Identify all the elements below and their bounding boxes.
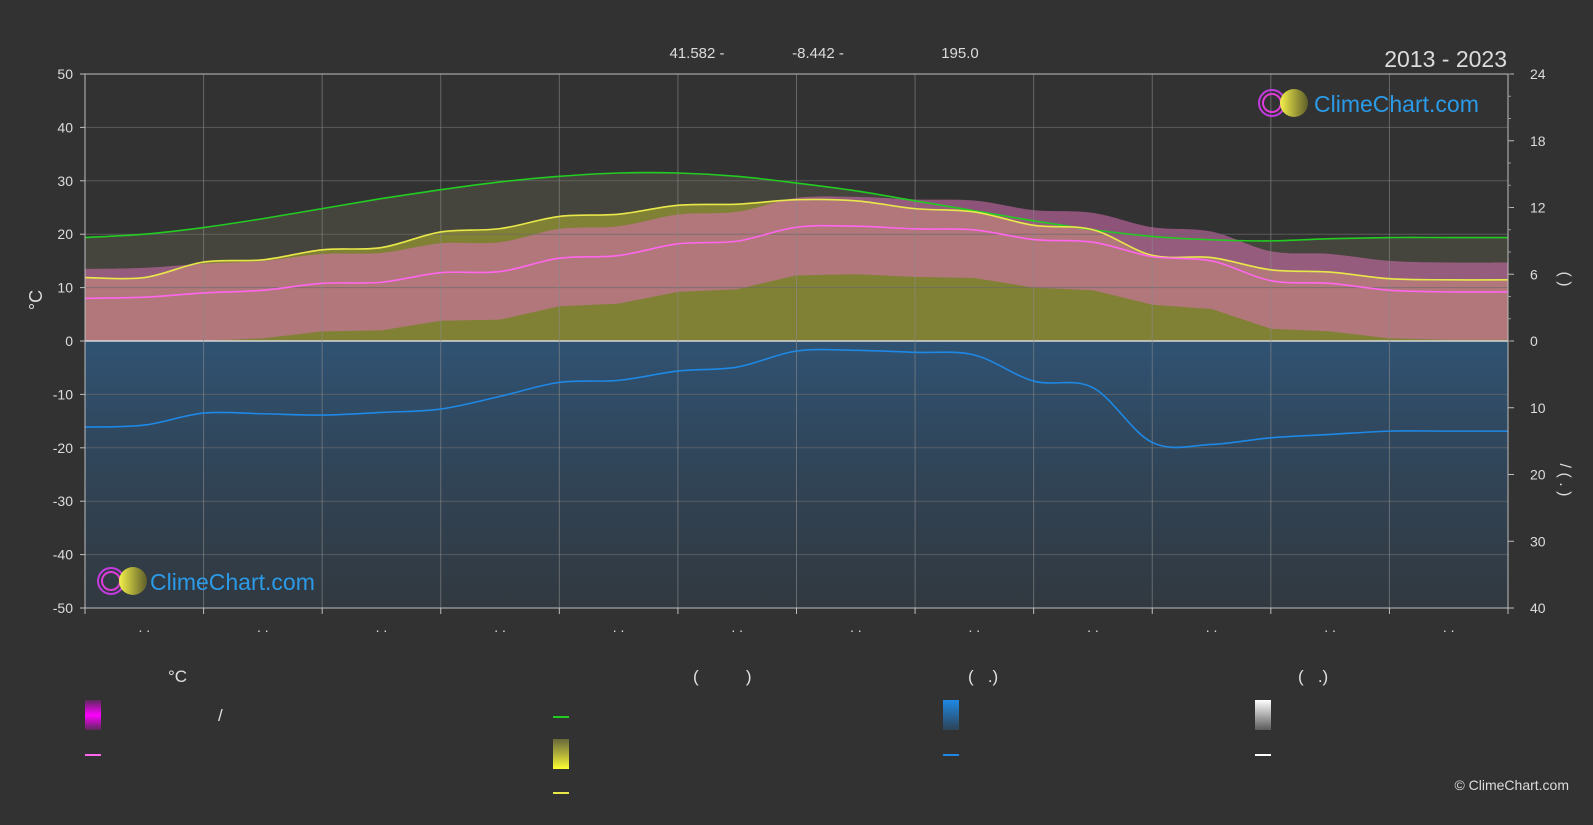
axes: 50 40 30 20 10 0 -10 -20 -30 -40 -50 24 18 12 6 0 10 20 30… — [53, 66, 1546, 635]
legend-snow-header: ( .) — [1298, 667, 1328, 686]
legend-snow-line-swatch — [1255, 754, 1271, 756]
temp_mean-line — [85, 224, 1508, 300]
legend-daylight-swatch — [553, 716, 569, 718]
legend-snow-band-swatch — [1255, 700, 1271, 730]
x-tick-label: . . — [494, 619, 506, 635]
y-right-top-tick-label: 18 — [1530, 133, 1546, 149]
x-tick-label: . . — [376, 619, 388, 635]
logo-bottom-text: ClimeChart.com — [150, 569, 315, 595]
series-lines — [85, 171, 1508, 449]
legend-temp-header: °C — [168, 667, 187, 686]
logo-sun-icon — [1280, 89, 1308, 117]
legend-temp-mean-swatch — [85, 754, 101, 756]
y-right-top-tick-label: 24 — [1530, 66, 1546, 82]
x-tick-label: . . — [138, 619, 150, 635]
y-left-tick-label: 40 — [57, 119, 73, 135]
legend: °C ( ) ( .) ( .) / — [85, 667, 1328, 794]
y-right-top-label: ( ) — [1556, 271, 1573, 286]
x-tick-label: . . — [731, 619, 743, 635]
y-left-tick-label: -30 — [53, 493, 73, 509]
legend-rain-header: ( .) — [968, 667, 998, 686]
y-right-top-tick-label: 12 — [1530, 200, 1546, 216]
header-longitude: -8.442 - — [792, 45, 844, 62]
logo-sun-icon — [119, 567, 147, 595]
daylight-line — [85, 171, 1508, 242]
x-tick-label: . . — [1324, 619, 1336, 635]
x-tick-label: . . — [613, 619, 625, 635]
y-right-bottom-tick-label: 30 — [1530, 533, 1546, 549]
y-left-tick-label: -40 — [53, 547, 73, 563]
y-left-tick-label: -10 — [53, 386, 73, 402]
y-left-tick-label: 20 — [57, 226, 73, 242]
y-left-label: °C — [26, 290, 46, 310]
legend-rain-line-swatch — [943, 754, 959, 756]
logo-ring-inner-icon — [1262, 93, 1282, 113]
y-right-bottom-tick-label: 20 — [1530, 467, 1546, 483]
sunshine-line — [85, 198, 1508, 281]
y-left-tick-label: 0 — [65, 333, 73, 349]
header-latitude: 41.582 - — [669, 45, 724, 62]
precipitation-line — [85, 348, 1508, 449]
legend-temp-range-swatch — [85, 700, 101, 730]
y-left-tick-label: -20 — [53, 440, 73, 456]
y-left-tick-label: -50 — [53, 600, 73, 616]
legend-daylight-header: ( ) — [693, 667, 752, 686]
y-right-bottom-tick-label: 10 — [1530, 400, 1546, 416]
logo-bottom: ClimeChart.com — [97, 567, 315, 595]
legend-sunshine-band-swatch — [553, 739, 569, 769]
period-label: 2013 - 2023 — [1384, 46, 1507, 72]
x-tick-label: . . — [1443, 619, 1455, 635]
y-right-top-tick-label: 6 — [1530, 266, 1538, 282]
y-right-bottom-tick-label: 40 — [1530, 600, 1546, 616]
copyright: © ClimeChart.com — [1454, 777, 1569, 793]
legend-temp-range-separator: / — [218, 706, 223, 725]
logo-top-text: ClimeChart.com — [1314, 91, 1479, 117]
x-tick-label: . . — [1087, 619, 1099, 635]
y-left-tick-label: 10 — [57, 280, 73, 296]
legend-sunshine-line-swatch — [553, 792, 569, 794]
y-left-tick-label: 30 — [57, 173, 73, 189]
header-elevation: 195.0 — [941, 45, 979, 62]
legend-rain-band-swatch — [943, 700, 959, 730]
x-tick-label: . . — [850, 619, 862, 635]
logo-top: ClimeChart.com — [1258, 89, 1479, 117]
y-right-bottom-label: / ( . ) — [1556, 464, 1573, 497]
x-tick-label: . . — [1206, 619, 1218, 635]
y-right-top-tick-label: 0 — [1530, 333, 1538, 349]
x-tick-label: . . — [969, 619, 981, 635]
y-left-tick-label: 50 — [57, 66, 73, 82]
x-tick-label: . . — [257, 619, 269, 635]
